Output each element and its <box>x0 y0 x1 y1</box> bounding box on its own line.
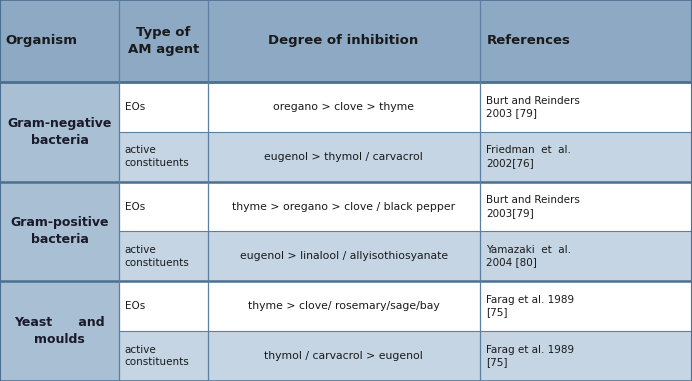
Bar <box>208 231 480 281</box>
Text: Yamazaki  et  al.
2004 [80]: Yamazaki et al. 2004 [80] <box>486 245 572 267</box>
Bar <box>480 331 692 381</box>
Text: thymol / carvacrol > eugenol: thymol / carvacrol > eugenol <box>264 351 423 361</box>
Bar <box>119 0 208 82</box>
Text: Farag et al. 1989
[75]: Farag et al. 1989 [75] <box>486 295 574 317</box>
Text: Organism: Organism <box>6 34 78 48</box>
Text: References: References <box>486 34 570 48</box>
Bar <box>208 0 480 82</box>
Text: Burt and Reinders
2003[79]: Burt and Reinders 2003[79] <box>486 195 581 218</box>
Bar <box>480 281 692 331</box>
Text: Burt and Reinders
2003 [79]: Burt and Reinders 2003 [79] <box>486 96 581 118</box>
Text: Friedman  et  al.
2002[76]: Friedman et al. 2002[76] <box>486 146 572 168</box>
Text: Yeast      and
moulds: Yeast and moulds <box>15 316 104 346</box>
Text: active
constituents: active constituents <box>125 345 190 367</box>
Bar <box>119 82 208 132</box>
Bar <box>208 331 480 381</box>
Bar <box>0 0 119 82</box>
Bar <box>208 132 480 182</box>
Text: thyme > clove/ rosemary/sage/bay: thyme > clove/ rosemary/sage/bay <box>248 301 439 311</box>
Text: active
constituents: active constituents <box>125 146 190 168</box>
Bar <box>0 281 119 381</box>
Text: EOs: EOs <box>125 301 145 311</box>
Text: eugenol > thymol / carvacrol: eugenol > thymol / carvacrol <box>264 152 423 162</box>
Text: Gram-positive
bacteria: Gram-positive bacteria <box>10 216 109 247</box>
Bar <box>119 331 208 381</box>
Bar <box>119 281 208 331</box>
Bar <box>480 0 692 82</box>
Text: Type of
AM agent: Type of AM agent <box>128 26 199 56</box>
Bar <box>0 182 119 281</box>
Text: Degree of inhibition: Degree of inhibition <box>268 34 419 48</box>
Bar <box>208 281 480 331</box>
Text: EOs: EOs <box>125 102 145 112</box>
Text: eugenol > linalool / allyisothiosyanate: eugenol > linalool / allyisothiosyanate <box>239 251 448 261</box>
Text: thyme > oregano > clove / black pepper: thyme > oregano > clove / black pepper <box>232 202 455 211</box>
Text: Farag et al. 1989
[75]: Farag et al. 1989 [75] <box>486 345 574 367</box>
Bar <box>480 182 692 231</box>
Bar <box>480 132 692 182</box>
Bar <box>208 82 480 132</box>
Text: EOs: EOs <box>125 202 145 211</box>
Text: oregano > clove > thyme: oregano > clove > thyme <box>273 102 414 112</box>
Bar <box>119 182 208 231</box>
Bar <box>119 231 208 281</box>
Bar <box>480 231 692 281</box>
Bar <box>119 132 208 182</box>
Text: active
constituents: active constituents <box>125 245 190 267</box>
Bar <box>480 82 692 132</box>
Bar <box>0 82 119 182</box>
Text: Gram-negative
bacteria: Gram-negative bacteria <box>8 117 111 147</box>
Bar <box>208 182 480 231</box>
